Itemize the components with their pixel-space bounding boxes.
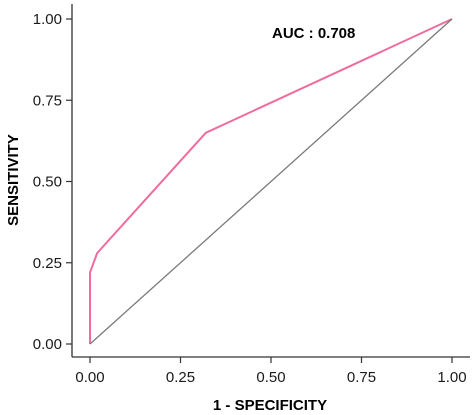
roc-curve-line [89, 18, 453, 344]
y-tick-label: 0.00 [33, 336, 62, 353]
x-tick-label: 0.75 [347, 369, 376, 386]
series-group [89, 18, 453, 345]
y-tick-label: 1.00 [33, 11, 62, 28]
auc-annotation: AUC : 0.708 [272, 25, 355, 42]
x-tick-label: 1.00 [437, 369, 466, 386]
y-tick-label: 0.25 [33, 255, 62, 272]
y-tick-label: 0.75 [33, 92, 62, 109]
y-axis-title: SENSITIVITY [5, 134, 22, 226]
x-tick-label: 0.50 [256, 369, 285, 386]
x-axis-title: 1 - SPECIFICITY [213, 397, 327, 414]
y-tick-label: 0.50 [33, 174, 62, 191]
reference-diagonal-line [89, 18, 453, 345]
x-tick-label: 0.25 [166, 369, 195, 386]
axis-ticks: 0.00 0.25 0.50 0.75 1.00 0.00 0.25 0.50 0.75 1.00 [33, 11, 467, 386]
x-tick-label: 0.00 [75, 369, 104, 386]
